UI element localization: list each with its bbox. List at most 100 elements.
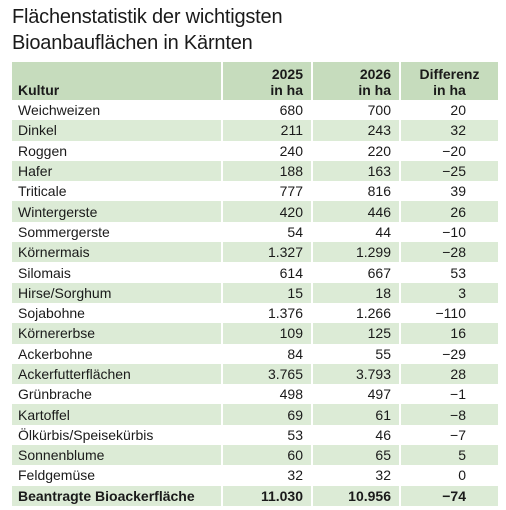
table-row: Körnermais 1.327 1.299 −28 — [12, 242, 498, 263]
total-row: Beantragte Bioackerfläche 11.030 10.956 −74 — [12, 485, 498, 506]
number-cell: −110 — [399, 302, 498, 324]
number-cell: 498 — [221, 384, 312, 405]
number-cell: −25 — [399, 160, 498, 182]
header-row: Kultur 2025 in ha 2026 in ha Differenz in ha — [12, 62, 498, 100]
header-text: 2026 — [359, 66, 391, 82]
table-row: Weichweizen 680 700 20 — [12, 100, 498, 121]
header-text: in ha — [270, 82, 303, 98]
table-row: Kartoffel 69 61 −8 — [12, 404, 498, 425]
number-cell: −20 — [399, 140, 498, 161]
header-cell: 2026 in ha — [311, 62, 400, 100]
crop-cell: Ölkürbis/Speisekürbis — [18, 426, 154, 443]
crop-cell: Feldgemüse — [18, 467, 96, 484]
number-cell: 32 — [399, 120, 498, 141]
total-number: 10.956 — [311, 485, 400, 506]
number-cell: −28 — [399, 242, 498, 263]
number-cell: −29 — [399, 343, 498, 364]
number-cell: 220 — [311, 140, 400, 161]
table-row: Hirse/Sorghum 15 18 3 — [12, 282, 498, 303]
number-cell: 446 — [311, 201, 400, 222]
number-cell: 816 — [311, 181, 400, 202]
number-cell: 700 — [311, 100, 400, 121]
table-row: Silomais 614 667 53 — [12, 262, 498, 283]
number-cell: 240 — [221, 140, 312, 161]
table-row: Triticale 777 816 39 — [12, 181, 498, 202]
table-body: Weichweizen 680 700 20 Dinkel 211 243 32 Roggen 2… — [12, 100, 498, 506]
table: Kultur 2025 in ha 2026 in ha Differenz in ha W… — [12, 62, 498, 506]
table-row: Roggen 240 220 −20 — [12, 140, 498, 161]
crop-cell: Körnermais — [18, 244, 90, 261]
header-cell: Differenz in ha — [399, 62, 498, 100]
number-cell: 54 — [221, 221, 312, 243]
crop-cell: Dinkel — [18, 122, 57, 139]
crop-cell: Hirse/Sorghum — [18, 284, 112, 301]
number-cell: 188 — [221, 160, 312, 182]
total-number: −74 — [399, 485, 498, 506]
number-cell: 3.793 — [311, 363, 400, 385]
number-cell: 39 — [399, 181, 498, 202]
header-text: in ha — [358, 82, 391, 98]
crop-cell: Körnererbse — [18, 325, 96, 342]
total-label: Beantragte Bioackerfläche — [18, 487, 195, 504]
number-cell: 61 — [311, 404, 400, 425]
header-text: Kultur — [18, 82, 60, 98]
number-cell: 163 — [311, 160, 400, 182]
number-cell: 109 — [221, 323, 312, 344]
table-row: Dinkel 211 243 32 — [12, 120, 498, 141]
table-header: Kultur 2025 in ha 2026 in ha Differenz in ha — [12, 62, 498, 100]
header-text: 2025 — [271, 66, 303, 82]
crop-cell: Hafer — [18, 163, 53, 180]
crop-cell: Sojabohne — [18, 305, 85, 322]
title-line: Bioanbauflächen in Kärnten — [12, 32, 253, 54]
crop-cell: Sommergerste — [18, 223, 110, 240]
table-row: Feldgemüse 32 32 0 — [12, 465, 498, 486]
header-cell: Kultur — [12, 62, 222, 100]
number-cell: 44 — [311, 221, 400, 243]
number-cell: 1.299 — [311, 242, 400, 263]
table-row: Sommergerste 54 44 −10 — [12, 221, 498, 243]
number-cell: 125 — [311, 323, 400, 344]
crop-cell: Silomais — [18, 264, 71, 281]
table-row: Körnererbse 109 125 16 — [12, 323, 498, 344]
number-cell: 3 — [399, 282, 498, 303]
number-cell: 26 — [399, 201, 498, 222]
crop-cell: Sonnenblume — [18, 447, 105, 464]
number-cell: 0 — [399, 465, 498, 486]
number-cell: 18 — [311, 282, 400, 303]
title: Flächenstatistik der wichtigsten Bioanba… — [12, 4, 283, 56]
number-cell: 65 — [311, 445, 400, 466]
number-cell: 53 — [221, 424, 312, 446]
table-row: Sojabohne 1.376 1.266 −110 — [12, 302, 498, 324]
number-cell: 3.765 — [221, 363, 312, 385]
number-cell: 5 — [399, 445, 498, 466]
table-row: Sonnenblume 60 65 5 — [12, 445, 498, 466]
table-row: Ölkürbis/Speisekürbis 53 46 −7 — [12, 424, 498, 446]
number-cell: 84 — [221, 343, 312, 364]
crop-cell: Wintergerste — [18, 203, 98, 220]
table-row: Ackerbohne 84 55 −29 — [12, 343, 498, 364]
number-cell: 420 — [221, 201, 312, 222]
number-cell: 20 — [399, 100, 498, 121]
total-number: 11.030 — [221, 485, 312, 506]
table-row: Grünbrache 498 497 −1 — [12, 384, 498, 405]
number-cell: −1 — [399, 384, 498, 405]
number-cell: 28 — [399, 363, 498, 385]
crop-cell: Ackerbohne — [18, 345, 93, 362]
number-cell: 1.376 — [221, 302, 312, 324]
number-cell: 1.327 — [221, 242, 312, 263]
crop-cell: Weichweizen — [18, 102, 101, 119]
number-cell: −7 — [399, 424, 498, 446]
number-cell: 55 — [311, 343, 400, 364]
number-cell: 211 — [221, 120, 312, 141]
crop-cell: Roggen — [18, 142, 68, 159]
crop-cell: Kartoffel — [18, 406, 70, 423]
number-cell: 777 — [221, 181, 312, 202]
number-cell: 243 — [311, 120, 400, 141]
header-cell: 2025 in ha — [221, 62, 312, 100]
number-cell: 32 — [221, 465, 312, 486]
number-cell: 614 — [221, 262, 312, 283]
number-cell: 53 — [399, 262, 498, 283]
number-cell: −8 — [399, 404, 498, 425]
number-cell: 46 — [311, 424, 400, 446]
